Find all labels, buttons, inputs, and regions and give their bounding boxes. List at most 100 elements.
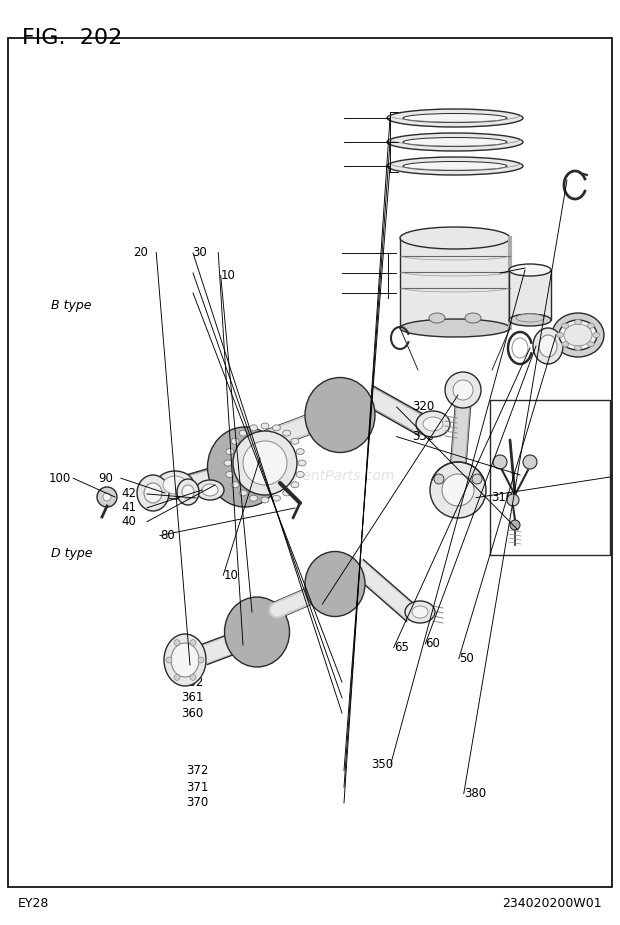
Circle shape [510,520,520,530]
Ellipse shape [291,438,299,444]
Text: 41: 41 [122,501,136,514]
Ellipse shape [403,114,507,122]
Circle shape [523,455,537,469]
Text: 20: 20 [133,246,148,259]
Ellipse shape [283,490,291,496]
Text: B type: B type [51,299,91,312]
Ellipse shape [296,472,304,477]
Text: 330: 330 [412,430,434,443]
Circle shape [445,372,481,408]
Ellipse shape [423,417,443,431]
Ellipse shape [283,430,291,436]
Text: 320: 320 [412,401,434,413]
Ellipse shape [156,471,194,499]
Ellipse shape [226,472,234,477]
Circle shape [430,462,486,518]
Ellipse shape [509,264,551,276]
Text: D type: D type [51,547,92,560]
Ellipse shape [387,109,523,127]
Ellipse shape [552,313,604,357]
Ellipse shape [261,497,269,503]
Ellipse shape [261,423,269,429]
Text: 360: 360 [182,707,204,720]
Circle shape [190,674,196,680]
Text: 42: 42 [122,487,136,500]
Text: 60: 60 [425,637,440,650]
Text: 234020200W01: 234020200W01 [502,897,602,910]
Text: 310: 310 [491,491,513,504]
Ellipse shape [403,162,507,170]
Ellipse shape [305,377,375,452]
Circle shape [507,494,519,506]
Ellipse shape [231,482,239,487]
Bar [509,270,551,320]
Ellipse shape [144,483,162,503]
Bar [490,400,610,555]
Text: 70: 70 [322,598,337,611]
Text: EY28: EY28 [18,897,50,910]
FancyBboxPatch shape [400,238,510,328]
Circle shape [233,431,297,495]
Ellipse shape [516,314,544,322]
Ellipse shape [400,227,510,249]
Ellipse shape [291,482,299,487]
Ellipse shape [296,449,304,454]
Ellipse shape [272,495,280,501]
Text: 380: 380 [464,787,486,800]
Ellipse shape [250,425,257,431]
Text: 50: 50 [459,652,474,665]
Ellipse shape [403,138,507,146]
Text: 350: 350 [371,758,393,771]
Text: 40: 40 [122,515,136,528]
Ellipse shape [562,324,569,328]
Ellipse shape [575,346,582,351]
Text: eReplacementParts.com: eReplacementParts.com [225,469,395,484]
Ellipse shape [557,332,564,338]
Circle shape [243,441,287,485]
Ellipse shape [298,460,306,466]
Text: 80: 80 [160,529,175,542]
Text: 100: 100 [48,472,71,485]
Text: 10: 10 [221,269,236,282]
Ellipse shape [400,319,510,337]
Ellipse shape [171,643,199,677]
Ellipse shape [416,411,450,437]
Circle shape [442,474,474,506]
Circle shape [97,487,117,507]
Circle shape [166,657,172,663]
Ellipse shape [137,475,169,511]
Text: 90: 90 [98,472,113,485]
Ellipse shape [387,157,523,175]
Text: 30: 30 [192,246,207,259]
Text: 371: 371 [186,781,208,794]
Ellipse shape [429,313,445,323]
Circle shape [174,674,180,680]
Ellipse shape [539,335,557,357]
Ellipse shape [182,485,194,499]
Ellipse shape [177,479,199,505]
Circle shape [198,657,204,663]
Ellipse shape [239,430,247,436]
Ellipse shape [412,606,428,618]
Ellipse shape [239,490,247,496]
Ellipse shape [224,597,290,667]
Ellipse shape [272,425,280,431]
Ellipse shape [509,314,551,326]
Text: 65: 65 [394,641,409,654]
Ellipse shape [202,484,218,496]
Ellipse shape [405,601,435,623]
Ellipse shape [564,324,592,346]
Text: 372: 372 [186,764,208,777]
Text: FIG.  202: FIG. 202 [22,28,122,48]
Circle shape [493,455,507,469]
Circle shape [472,474,482,484]
Circle shape [103,493,111,501]
Text: 370: 370 [186,796,208,809]
Ellipse shape [465,313,481,323]
Ellipse shape [562,341,569,347]
Ellipse shape [226,449,234,454]
Circle shape [453,380,473,400]
Ellipse shape [196,480,224,500]
Ellipse shape [250,495,257,501]
Ellipse shape [224,460,232,466]
